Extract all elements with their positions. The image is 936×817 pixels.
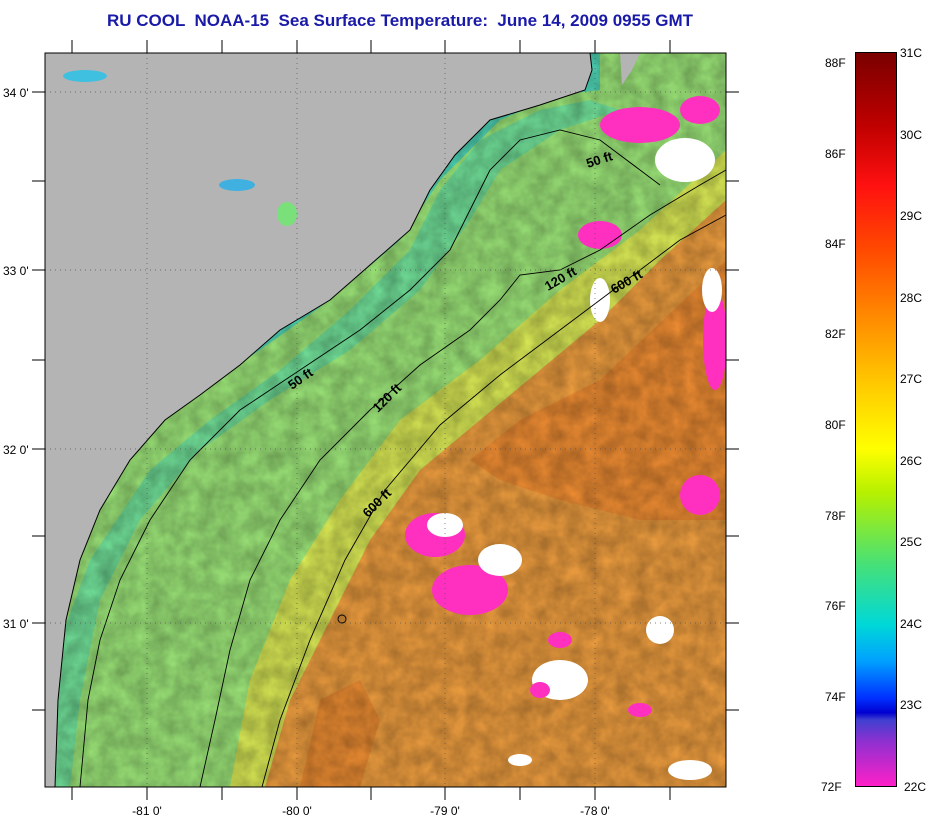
- latitude-label: 34 0': [3, 86, 29, 100]
- colorbar-label-c: 26C: [900, 454, 923, 468]
- colorbar-label-f: 84F: [825, 237, 846, 251]
- colorbar-label-f: 76F: [825, 599, 846, 613]
- small-contour-ring: [337, 614, 347, 624]
- colorbar-label-c: 25C: [900, 535, 923, 549]
- colorbar-label-f: 74F: [825, 690, 846, 704]
- inland-lake: [219, 179, 255, 191]
- land-northeast: [620, 53, 640, 85]
- colorbar-label-c: 29C: [900, 209, 923, 223]
- inland-lake: [63, 70, 107, 82]
- coastline: [54, 53, 593, 787]
- colorbar-label-f: 78F: [825, 509, 846, 523]
- contour-120ft: [199, 169, 726, 787]
- colorbar-label-c: 23C: [900, 698, 923, 712]
- colorbar-label-c: 30C: [900, 128, 923, 142]
- latitude-label: 32 0': [3, 443, 29, 457]
- longitude-label: -78 0': [580, 804, 610, 817]
- colorbar-label-c: 31C: [900, 46, 923, 60]
- colorbar-label-f: 82F: [825, 327, 846, 341]
- gridlines: [45, 53, 726, 787]
- axis-ticks: [32, 40, 739, 800]
- longitude-label: -79 0': [430, 804, 460, 817]
- temperature-colorbar: [855, 52, 897, 787]
- latitude-label: 31 0': [3, 617, 29, 631]
- colorbar-label-f: 72F: [821, 780, 842, 794]
- colorbar-label-c: 28C: [900, 291, 923, 305]
- inland-lake: [277, 202, 297, 226]
- colorbar-label-f: 88F: [825, 56, 846, 70]
- contour-50ft: [79, 129, 661, 787]
- colorbar-label-c: 24C: [900, 617, 923, 631]
- map-title: RU COOL NOAA-15 Sea Surface Temperature:…: [106, 11, 694, 30]
- land-mass: [45, 53, 592, 787]
- longitude-label: -80 0': [282, 804, 312, 817]
- map-frame: [44, 52, 727, 788]
- longitude-label: -81 0': [132, 804, 162, 817]
- colorbar-label-f: 86F: [825, 147, 846, 161]
- latitude-label: 33 0': [3, 264, 29, 278]
- colorbar-label-f: 80F: [825, 418, 846, 432]
- colorbar-label-c: 22C: [904, 780, 927, 794]
- colorbar-label-c: 27C: [900, 372, 923, 386]
